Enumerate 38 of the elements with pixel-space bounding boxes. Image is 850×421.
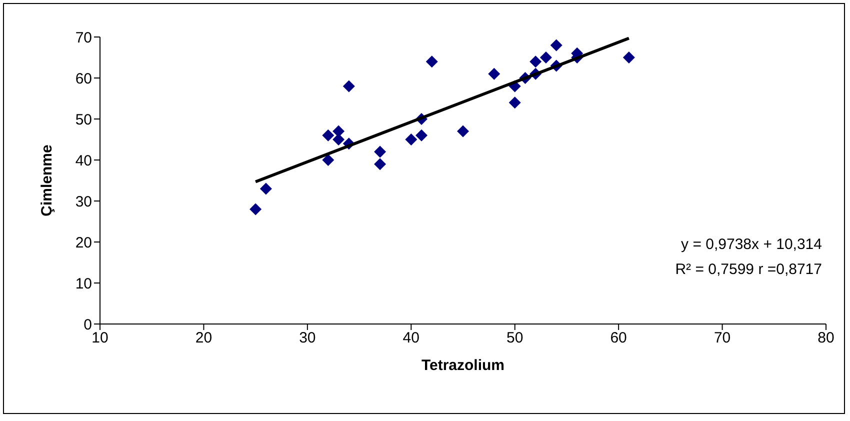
y-tick-label: 10	[75, 275, 92, 292]
x-tick-label: 30	[299, 330, 316, 347]
x-tick-label: 80	[818, 330, 834, 347]
y-tick-label: 50	[75, 111, 92, 128]
annotation: R² = 0,7599 r =0,8717	[675, 261, 822, 278]
y-tick-label: 70	[75, 29, 92, 46]
point	[322, 129, 334, 142]
point	[488, 68, 500, 80]
x-tick-label: 50	[506, 330, 524, 347]
point	[416, 129, 428, 142]
point	[260, 182, 272, 195]
point	[374, 158, 386, 170]
point	[508, 96, 521, 109]
point	[540, 52, 552, 64]
x-axis-title: Tetrazolium	[421, 357, 505, 374]
y-axis-title: Çimlenme	[38, 144, 56, 216]
point	[342, 80, 355, 92]
x-tick-label: 10	[92, 330, 108, 347]
point	[622, 52, 635, 64]
point	[250, 203, 262, 216]
annotation: y = 0,9738x + 10,314	[681, 236, 822, 253]
point	[426, 56, 438, 68]
y-tick-label: 60	[75, 70, 92, 88]
point	[550, 39, 562, 52]
point	[322, 154, 334, 166]
y-tick-label: 0	[84, 316, 92, 334]
x-tick-label: 60	[610, 330, 627, 347]
y-tick-label: 20	[75, 234, 92, 252]
y-tick-label: 30	[75, 193, 92, 210]
y-tick-label: 40	[75, 152, 92, 170]
point	[457, 125, 469, 138]
x-tick-label: 20	[195, 330, 212, 347]
point	[374, 146, 386, 158]
point	[530, 56, 542, 68]
point	[405, 134, 418, 146]
x-tick-label: 70	[714, 330, 731, 347]
x-tick-label: 40	[402, 330, 420, 347]
point	[332, 134, 345, 146]
